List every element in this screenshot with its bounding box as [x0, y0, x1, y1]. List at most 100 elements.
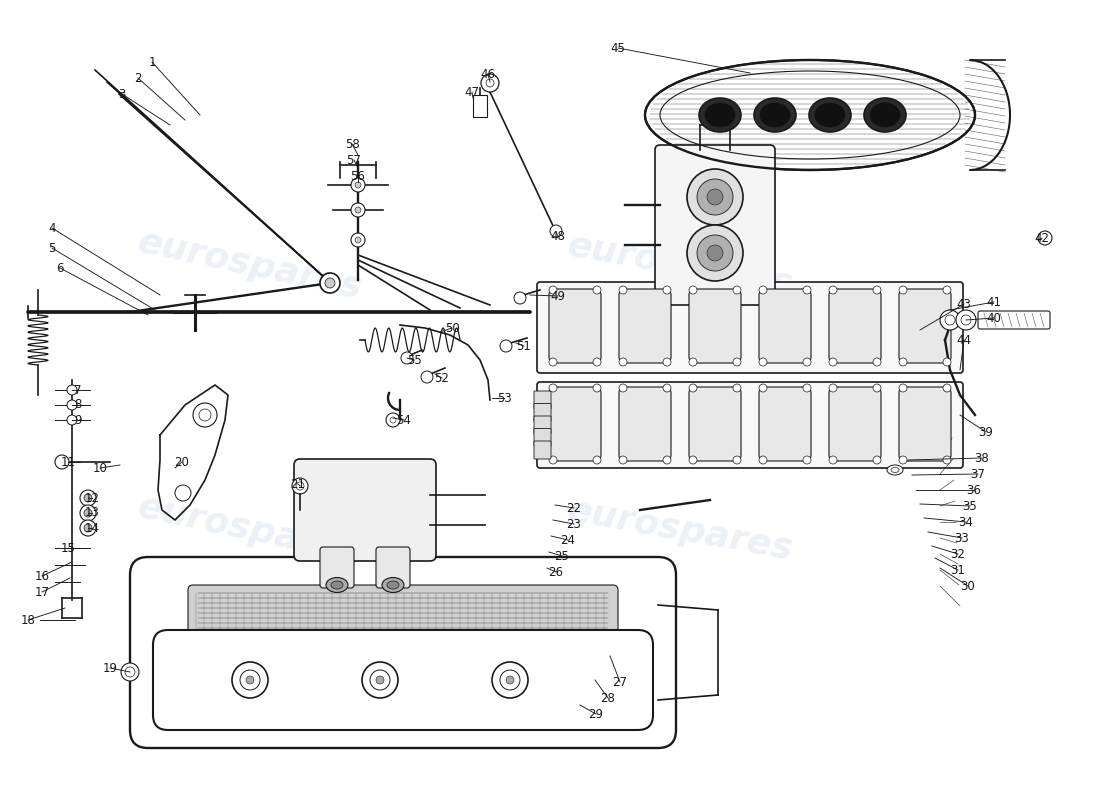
FancyBboxPatch shape: [537, 282, 962, 373]
Circle shape: [80, 520, 96, 536]
Ellipse shape: [808, 98, 851, 132]
Circle shape: [689, 456, 697, 464]
Circle shape: [550, 225, 562, 237]
Circle shape: [689, 358, 697, 366]
Text: eurospares: eurospares: [564, 494, 795, 566]
Circle shape: [619, 286, 627, 294]
Ellipse shape: [864, 98, 906, 132]
Ellipse shape: [815, 103, 845, 127]
Circle shape: [829, 384, 837, 392]
Circle shape: [549, 456, 557, 464]
FancyBboxPatch shape: [899, 387, 952, 461]
FancyBboxPatch shape: [689, 387, 741, 461]
Circle shape: [689, 286, 697, 294]
Text: 54: 54: [397, 414, 411, 426]
Circle shape: [943, 384, 951, 392]
Circle shape: [355, 182, 361, 188]
Circle shape: [355, 207, 361, 213]
Text: 32: 32: [950, 547, 966, 561]
Text: 50: 50: [444, 322, 460, 334]
Text: 56: 56: [351, 170, 365, 182]
Circle shape: [121, 663, 139, 681]
Circle shape: [84, 494, 92, 502]
Circle shape: [663, 456, 671, 464]
Text: 43: 43: [957, 298, 971, 310]
Circle shape: [689, 384, 697, 392]
Text: 3: 3: [119, 87, 125, 101]
Text: 14: 14: [85, 522, 99, 534]
Text: 6: 6: [56, 262, 64, 274]
Text: 16: 16: [34, 570, 50, 582]
FancyBboxPatch shape: [537, 382, 962, 468]
Circle shape: [899, 384, 907, 392]
Text: 15: 15: [60, 542, 76, 554]
Circle shape: [500, 340, 512, 352]
Text: 24: 24: [561, 534, 575, 546]
Text: 1: 1: [148, 55, 156, 69]
Ellipse shape: [754, 98, 796, 132]
Circle shape: [619, 358, 627, 366]
Circle shape: [803, 456, 811, 464]
FancyBboxPatch shape: [320, 547, 354, 588]
Circle shape: [945, 315, 955, 325]
Circle shape: [390, 417, 396, 423]
Circle shape: [619, 384, 627, 392]
Circle shape: [506, 676, 514, 684]
Text: 20: 20: [175, 455, 189, 469]
Circle shape: [663, 358, 671, 366]
Circle shape: [803, 384, 811, 392]
Text: 49: 49: [550, 290, 565, 302]
Circle shape: [481, 74, 499, 92]
Text: 29: 29: [588, 707, 604, 721]
Circle shape: [733, 456, 741, 464]
Circle shape: [421, 371, 433, 383]
FancyBboxPatch shape: [153, 630, 653, 730]
FancyBboxPatch shape: [899, 289, 952, 363]
FancyBboxPatch shape: [549, 387, 601, 461]
Circle shape: [500, 670, 520, 690]
FancyBboxPatch shape: [654, 145, 776, 305]
Text: 53: 53: [496, 391, 512, 405]
Circle shape: [125, 667, 135, 677]
FancyBboxPatch shape: [294, 459, 436, 561]
Text: 52: 52: [434, 371, 450, 385]
Circle shape: [355, 237, 361, 243]
Text: 21: 21: [290, 478, 306, 490]
Circle shape: [688, 169, 742, 225]
Text: 18: 18: [21, 614, 35, 626]
Circle shape: [80, 505, 96, 521]
Text: 28: 28: [601, 691, 615, 705]
FancyBboxPatch shape: [759, 387, 811, 461]
Circle shape: [549, 286, 557, 294]
Circle shape: [549, 358, 557, 366]
Text: 23: 23: [566, 518, 582, 530]
FancyBboxPatch shape: [978, 311, 1050, 329]
Circle shape: [873, 286, 881, 294]
Circle shape: [67, 400, 77, 410]
Circle shape: [873, 358, 881, 366]
Text: 55: 55: [407, 354, 421, 366]
Ellipse shape: [387, 581, 399, 589]
FancyBboxPatch shape: [534, 403, 551, 422]
Text: 51: 51: [517, 339, 531, 353]
Circle shape: [663, 384, 671, 392]
Text: 37: 37: [970, 467, 986, 481]
Text: 27: 27: [613, 675, 627, 689]
Circle shape: [829, 286, 837, 294]
Circle shape: [240, 670, 260, 690]
Ellipse shape: [698, 98, 741, 132]
Circle shape: [899, 358, 907, 366]
Circle shape: [292, 478, 308, 494]
Circle shape: [733, 286, 741, 294]
Ellipse shape: [760, 103, 790, 127]
Text: 47: 47: [464, 86, 480, 98]
Circle shape: [943, 358, 951, 366]
Circle shape: [486, 79, 494, 87]
Text: 34: 34: [958, 515, 974, 529]
Circle shape: [246, 676, 254, 684]
Circle shape: [873, 384, 881, 392]
FancyBboxPatch shape: [376, 547, 410, 588]
Text: 36: 36: [967, 483, 981, 497]
FancyBboxPatch shape: [188, 585, 618, 665]
Circle shape: [192, 403, 217, 427]
